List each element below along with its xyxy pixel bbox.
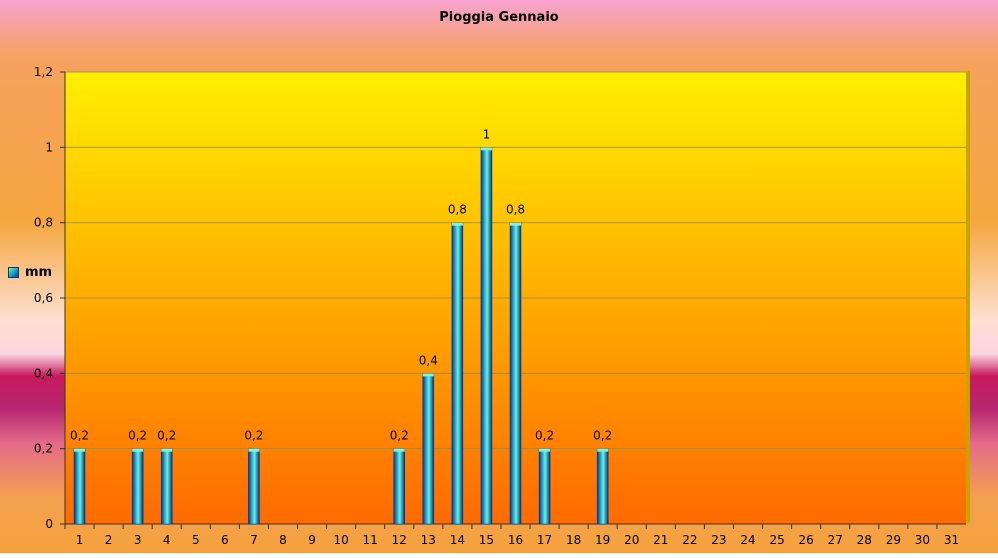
x-tick-label: 8 [279,533,287,547]
x-tick-label: 7 [250,533,258,547]
bar [480,147,493,525]
y-tick-label: 0,6 [34,291,53,305]
data-label: 0,8 [506,203,525,217]
x-tick-label: 12 [392,533,407,547]
x-tick-label: 21 [653,533,668,547]
bar-cap [510,222,521,226]
x-tick-label: 30 [915,533,930,547]
legend-label: mm [25,265,53,280]
x-tick-label: 6 [221,533,229,547]
bar-cap [451,222,463,226]
bar-cap [161,448,173,452]
x-tick-label: 26 [799,533,814,547]
x-tick-label: 5 [192,533,200,547]
data-labels: 0,2 0,2 0,2 0,2 0,2 0,4 0,8 1 0,8 0,2 0,2 [70,127,612,442]
y-tick-label: 0,4 [34,366,53,380]
x-tick-label: 15 [479,533,494,547]
y-tick-labels: 0 0,2 0,4 0,6 0,8 1 1,2 [34,65,53,531]
y-tick-label: 0,8 [34,216,53,230]
bar [131,448,144,525]
bar [596,448,609,525]
bar-cap [74,448,86,452]
data-label: 0,2 [157,429,176,443]
y-tick-label: 0 [45,517,53,531]
x-tick-label: 1 [76,533,84,547]
bar [538,448,551,525]
bar-cap [480,147,492,151]
x-tick-label: 3 [134,533,142,547]
data-label: 0,8 [448,203,467,217]
x-tick-label: 23 [711,533,726,547]
data-label: 0,2 [128,429,147,443]
x-tick-label: 24 [740,533,755,547]
legend-swatch [8,267,19,278]
x-tick-label: 9 [308,533,316,547]
data-label: 0,4 [419,353,438,367]
x-tick-label: 28 [857,533,872,547]
bar-cap [597,448,609,452]
plot-side-wall [966,70,970,524]
y-tick-label: 1,2 [34,65,53,79]
bar-cap [539,448,551,452]
bar [451,222,464,525]
x-tick-label: 10 [333,533,348,547]
bar-cap [248,448,260,452]
data-label: 0,2 [390,429,409,443]
data-label: 0,2 [70,429,89,443]
x-tick-label: 13 [421,533,436,547]
data-label: 0,2 [244,429,263,443]
y-tick-label: 0,2 [34,442,53,456]
x-tick-label: 27 [828,533,843,547]
x-tick-label: 2 [105,533,113,547]
bar [73,448,86,525]
x-tick-label: 18 [566,533,581,547]
data-label: 1 [483,127,491,141]
x-tick-labels: 1 2 3 4 5 6 7 8 9 10 11 12 13 14 15 16 17 18 19 20 21 22 23 24 2… [64,524,959,547]
x-tick-label: 22 [682,533,697,547]
x-tick-label: 16 [508,533,523,547]
x-tick-label: 14 [450,533,465,547]
bar [160,448,173,525]
x-tick-label: 17 [537,533,552,547]
x-tick-label: 31 [944,533,959,547]
x-tick-label: 4 [163,533,171,547]
bar [422,373,435,525]
data-label: 0,2 [535,429,554,443]
x-tick-label: 19 [595,533,610,547]
x-tick-label: 29 [886,533,901,547]
bars [73,147,609,525]
bar-cap [393,448,405,452]
bar [509,222,522,525]
x-tick-label: 20 [624,533,639,547]
legend: mm [8,265,52,280]
chart-title: Pioggia Gennaio [439,10,559,25]
x-tick-label: 11 [363,533,378,547]
bar-cap [132,448,144,452]
bar-cap [422,373,434,377]
x-tick-label: 25 [769,533,784,547]
bar [393,448,405,525]
data-label: 0,2 [593,429,612,443]
bar [248,448,260,525]
y-tick-label: 1 [45,140,53,154]
